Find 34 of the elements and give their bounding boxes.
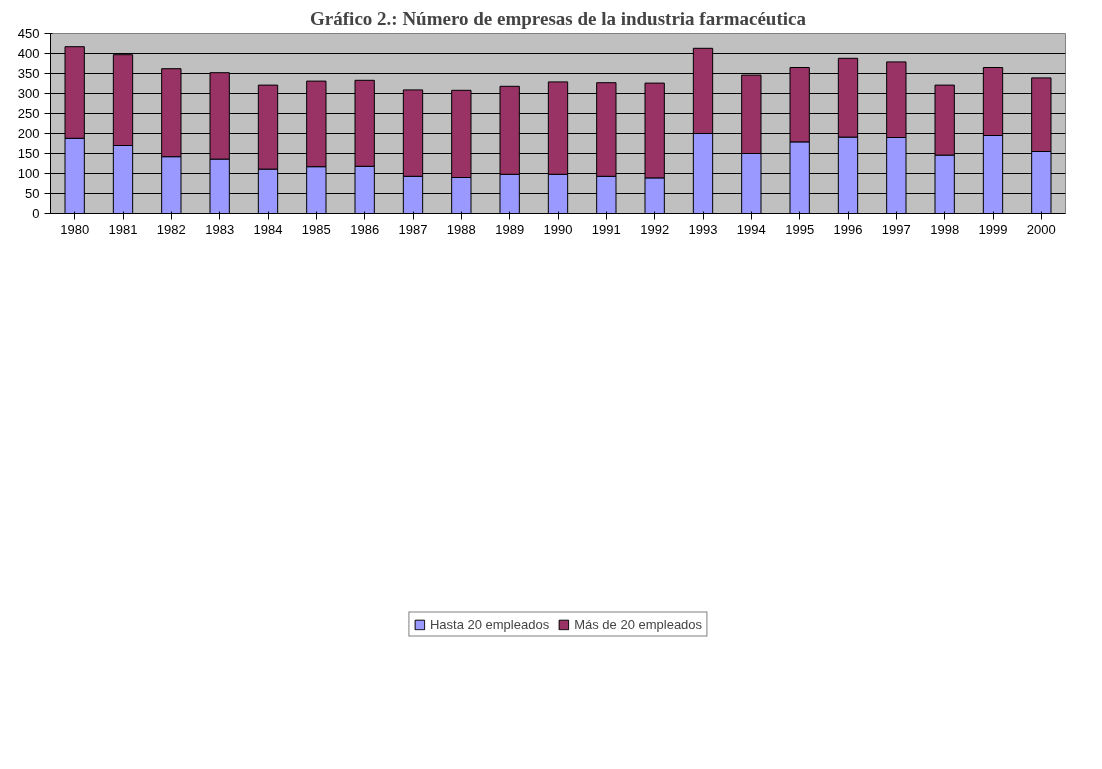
chart-title: Gráfico 2.: Número de empresas de la industria farmacéutica <box>310 7 807 29</box>
x-tick-label: 1995 <box>785 221 815 237</box>
y-tick-label: 250 <box>17 106 40 121</box>
x-tick-label: 1983 <box>205 221 235 237</box>
x-tick-label: 1987 <box>398 221 428 237</box>
legend-label: Hasta 20 empleados <box>429 616 550 632</box>
x-tick-label: 1993 <box>688 221 718 237</box>
y-tick-label: 50 <box>25 186 40 201</box>
x-tick-label: 1989 <box>495 221 525 237</box>
x-tick-label: 1985 <box>301 221 331 237</box>
legend-label: Más de 20 empleados <box>574 616 703 632</box>
y-tick-label: 450 <box>17 26 40 41</box>
x-tick-label: 1992 <box>640 221 670 237</box>
y-tick-label: 300 <box>17 86 40 101</box>
y-tick-label: 400 <box>17 46 40 61</box>
x-tick-label: 2000 <box>1026 221 1056 237</box>
x-tick-label: 1986 <box>350 221 380 237</box>
x-tick-label: 1994 <box>736 221 766 237</box>
x-tick-label: 1982 <box>156 221 186 237</box>
y-tick-label: 150 <box>17 146 40 161</box>
y-tick-label: 200 <box>17 126 40 141</box>
x-tick-label: 1981 <box>108 221 138 237</box>
x-tick-label: 1999 <box>978 221 1008 237</box>
x-tick-label: 1996 <box>833 221 863 237</box>
y-tick-label: 100 <box>17 166 40 181</box>
y-tick-label: 0 <box>32 206 40 221</box>
x-tick-label: 1997 <box>881 221 911 237</box>
x-tick-label: 1990 <box>543 221 573 237</box>
y-tick-label: 350 <box>17 66 40 81</box>
x-tick-label: 1984 <box>253 221 283 237</box>
x-tick-label: 1998 <box>930 221 960 237</box>
x-tick-label: 1991 <box>591 221 621 237</box>
x-tick-label: 1980 <box>60 221 90 237</box>
x-tick-label: 1988 <box>446 221 476 237</box>
